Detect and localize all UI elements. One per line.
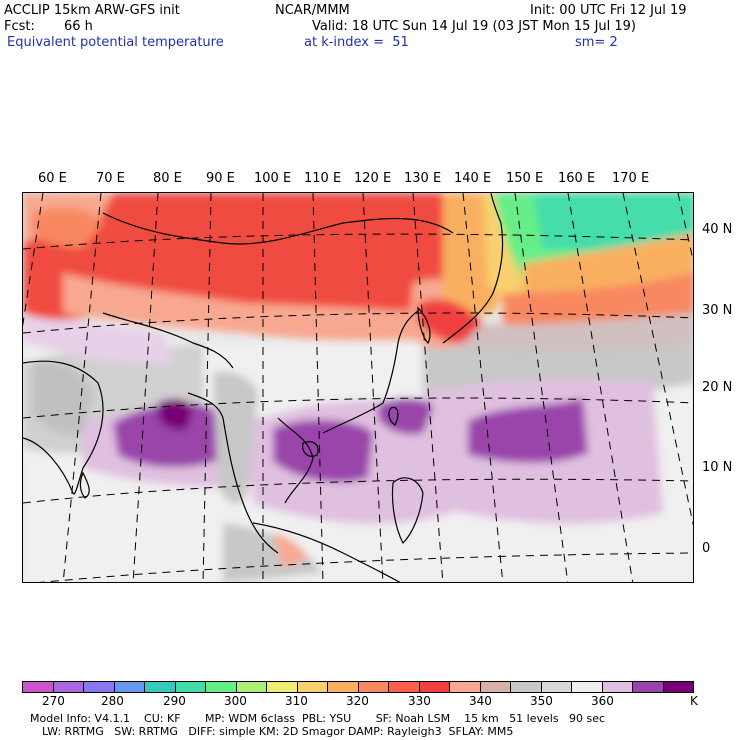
lat-label: 30 N xyxy=(702,303,733,318)
model-info-line1: Model Info: V4.1.1 CU: KF MP: WDM 6class… xyxy=(30,712,606,725)
colorbar-swatch xyxy=(206,682,237,692)
model-info-line2: LW: RRTMG SW: RRTMG DIFF: simple KM: 2D … xyxy=(42,725,514,738)
japan xyxy=(442,193,504,344)
myanmar-malay-coast xyxy=(187,392,279,554)
latitude-line-20n xyxy=(23,397,693,419)
borneo-sumatra xyxy=(252,522,401,582)
lon-label: 70 E xyxy=(96,171,125,186)
lon-label: 170 E xyxy=(612,171,650,186)
colorbar-label: 270 xyxy=(42,694,65,708)
colorbar-swatch xyxy=(236,682,267,692)
colorbar-label: 280 xyxy=(101,694,124,708)
map-graphic xyxy=(23,193,693,582)
colorbar-swatch xyxy=(602,682,633,692)
lon-label: 90 E xyxy=(206,171,235,186)
colorbar-swatch xyxy=(328,682,359,692)
colorbar-swatch xyxy=(53,682,84,692)
colorbar-swatch xyxy=(633,682,664,692)
colorbar-swatch xyxy=(84,682,115,692)
hainan xyxy=(302,441,319,457)
init-time: Init: 00 UTC Fri 12 Jul 19 xyxy=(530,3,687,18)
lon-label: 100 E xyxy=(254,171,292,186)
himalaya-border xyxy=(102,312,234,369)
colorbar-swatch xyxy=(511,682,542,692)
colorbar-label: 300 xyxy=(224,694,247,708)
forecast-hours: 66 h xyxy=(64,19,93,34)
colorbar-label: 310 xyxy=(285,694,308,708)
latitude-line-40n xyxy=(23,233,693,250)
latitude-line-10n xyxy=(23,478,693,504)
lon-label: 60 E xyxy=(38,171,67,186)
colorbar-label: 360 xyxy=(591,694,614,708)
korea xyxy=(417,306,431,345)
lon-label: 140 E xyxy=(454,171,492,186)
lat-label: 10 N xyxy=(702,460,733,475)
valid-time: Valid: 18 UTC Sun 14 Jul 19 (03 JST Mon … xyxy=(312,19,636,34)
colorbar-swatch xyxy=(114,682,145,692)
colorbar-swatch xyxy=(358,682,389,692)
forecast-label: Fcst: xyxy=(4,19,35,34)
colorbar-unit: K xyxy=(690,694,698,708)
lon-label: 160 E xyxy=(558,171,596,186)
colorbar-swatch xyxy=(23,682,54,692)
lon-label: 130 E xyxy=(404,171,442,186)
theta-e-map xyxy=(22,192,694,583)
colorbar-label: 340 xyxy=(469,694,492,708)
colorbar-swatch xyxy=(480,682,511,692)
organization-label: NCAR/MMM xyxy=(275,3,350,18)
colorbar xyxy=(22,681,694,693)
latitude-line-0 xyxy=(39,552,693,582)
northern-border xyxy=(102,212,454,245)
model-title: ACCLIP 15km ARW-GFS init xyxy=(4,3,180,18)
lat-label: 0 xyxy=(702,541,711,556)
colorbar-swatch xyxy=(297,682,328,692)
lat-label: 20 N xyxy=(702,380,733,395)
smoothing-label: sm= 2 xyxy=(575,35,618,50)
colorbar-label: 290 xyxy=(163,694,186,708)
philippines xyxy=(391,477,424,544)
taiwan xyxy=(388,406,399,426)
colorbar-label: 320 xyxy=(346,694,369,708)
coastlines xyxy=(23,193,504,582)
colorbar-label: 330 xyxy=(408,694,431,708)
colorbar-label: 350 xyxy=(530,694,553,708)
latitude-line-30n xyxy=(23,312,693,334)
sri-lanka xyxy=(79,471,90,499)
lon-label: 80 E xyxy=(153,171,182,186)
lon-label: 110 E xyxy=(304,171,342,186)
colorbar-swatch xyxy=(663,682,693,692)
colorbar-swatch xyxy=(450,682,481,692)
colorbar-swatch xyxy=(419,682,450,692)
colorbar-swatch xyxy=(267,682,298,692)
field-name: Equivalent potential temperature xyxy=(7,35,224,50)
shaded-field xyxy=(23,193,693,582)
colorbar-swatch xyxy=(572,682,603,692)
vietnam-coast xyxy=(277,417,314,504)
colorbar-swatch xyxy=(145,682,176,692)
lat-label: 40 N xyxy=(702,222,733,237)
lon-label: 120 E xyxy=(354,171,392,186)
colorbar-swatch xyxy=(389,682,420,692)
graticule xyxy=(23,193,693,582)
india-coast xyxy=(23,360,104,495)
colorbar-swatch xyxy=(541,682,572,692)
level-label: at k-index = 51 xyxy=(304,35,409,50)
china-coast xyxy=(322,310,419,434)
colorbar-swatch xyxy=(175,682,206,692)
lon-label: 150 E xyxy=(506,171,544,186)
